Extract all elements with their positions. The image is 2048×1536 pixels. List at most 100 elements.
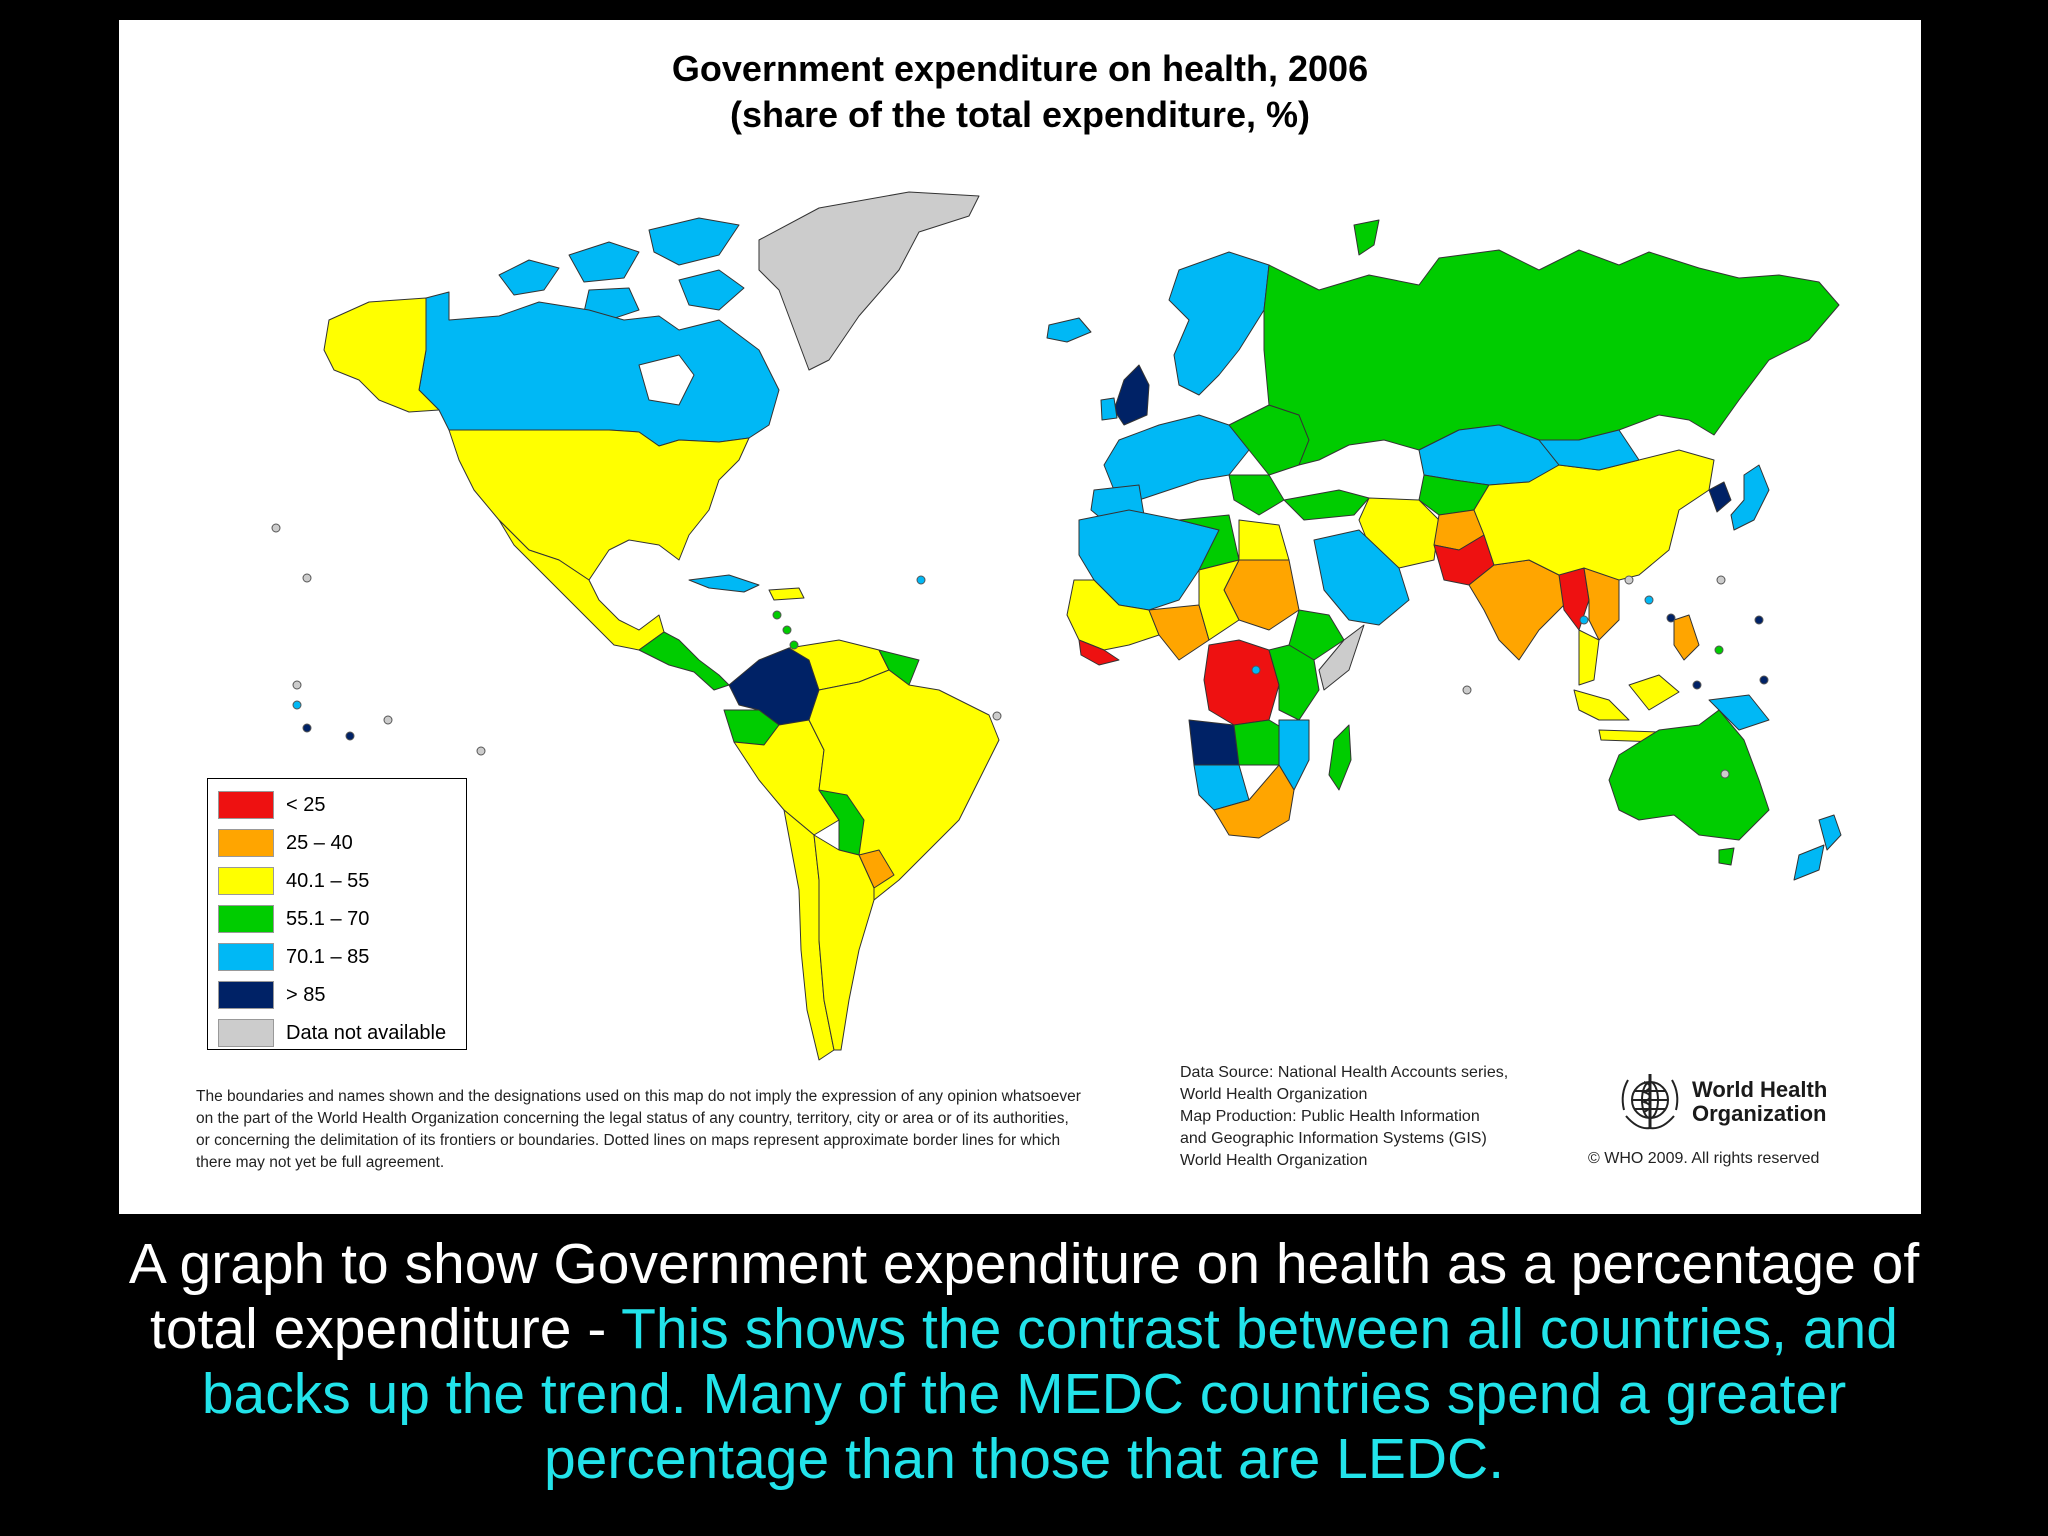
legend-swatch-40-55: [218, 867, 274, 895]
region-mongolia: [1538, 429, 1640, 471]
region-madagascar: [1328, 724, 1352, 791]
region-ethiopia: [1288, 609, 1345, 661]
region-novaya-zemlya: [1353, 219, 1380, 256]
region-tasmania: [1718, 847, 1735, 866]
region-nigeria: [1148, 604, 1210, 661]
region-philippines: [1673, 614, 1700, 661]
legend-swatch-lt25: [218, 791, 274, 819]
legend-swatch-gt85: [218, 981, 274, 1009]
disclaimer-line: on the part of the World Health Organiza…: [196, 1110, 1069, 1127]
region-australia: [1608, 709, 1770, 841]
island-dot-11: [1251, 665, 1261, 675]
region-egypt: [1238, 519, 1290, 561]
region-drc: [1203, 639, 1280, 726]
island-dot-13: [1579, 615, 1589, 625]
region-hispaniola: [768, 587, 805, 601]
island-dot-22: [1720, 769, 1730, 779]
data-source-line: World Health Organization: [1180, 1152, 1368, 1169]
region-mexico: [498, 519, 665, 651]
region-argentina: [813, 834, 875, 1051]
data-source-line: Map Production: Public Health Informatio…: [1180, 1108, 1480, 1125]
region-chad: [1198, 559, 1240, 641]
caption-line-3: backs up the trend. Many of the MEDC cou…: [0, 1362, 2048, 1427]
data-source-line: Data Source: National Health Accounts se…: [1180, 1064, 1509, 1081]
caption-white-text-2: total expenditure -: [150, 1297, 622, 1361]
region-korea: [1708, 481, 1732, 513]
legend-label-55-70: 55.1 – 70: [286, 908, 370, 930]
slide-caption: A graph to show Government expenditure o…: [0, 1232, 2048, 1492]
island-dot-12: [1462, 685, 1472, 695]
region-japan: [1730, 464, 1770, 531]
region-hudson-bay: [638, 354, 695, 406]
island-dot-14: [1624, 575, 1634, 585]
region-uk: [1113, 364, 1150, 426]
region-balkans: [1228, 474, 1285, 516]
island-dot-7: [383, 715, 393, 725]
region-myanmar: [1558, 567, 1590, 631]
world-map: [271, 191, 1842, 1061]
caption-highlight-text-2: This shows the contrast between all coun…: [621, 1297, 1898, 1361]
island-dot-21: [1759, 675, 1769, 685]
map-panel: Government expenditure on health, 2006 (…: [119, 20, 1921, 1214]
region-angola: [1188, 719, 1240, 766]
region-indochina: [1583, 567, 1620, 641]
legend-swatch-na: [218, 1019, 274, 1047]
island-dot-16: [1666, 613, 1676, 623]
region-usa: [448, 429, 750, 581]
region-ireland: [1100, 397, 1118, 421]
island-dot-15: [1644, 595, 1654, 605]
island-dot-4: [292, 700, 302, 710]
map-title: Government expenditure on health, 2006 (…: [119, 46, 1921, 138]
region-alaska: [323, 297, 440, 413]
region-central-america: [638, 631, 730, 691]
who-name-line1: World Health: [1692, 1077, 1828, 1102]
who-name-line2: Organization: [1692, 1101, 1827, 1126]
caption-line-1: A graph to show Government expenditure o…: [0, 1232, 2048, 1297]
region-arctic-islands-3: [648, 217, 740, 266]
island-dot-8: [476, 746, 486, 756]
data-source-line: World Health Organization: [1180, 1086, 1368, 1103]
legend-label-70-85: 70.1 – 85: [286, 946, 370, 968]
region-western-europe: [1103, 414, 1250, 501]
disclaimer-line: or concerning the delimitation of its fr…: [196, 1132, 1061, 1149]
region-cuba: [688, 574, 760, 593]
island-dot-19: [1714, 645, 1724, 655]
who-logo: World Health Organization: [1614, 1070, 1954, 1140]
region-saudi-arabia: [1313, 529, 1410, 626]
region-arctic-islands-2: [568, 241, 640, 283]
data-source: Data Source: National Health Accounts se…: [1180, 1062, 1560, 1172]
map-title-line1: Government expenditure on health, 2006: [671, 48, 1369, 89]
region-turkey: [1283, 489, 1370, 521]
island-dot-6: [345, 731, 355, 741]
island-dot-23: [772, 610, 782, 620]
region-east-africa: [1268, 644, 1320, 721]
region-new-zealand-south: [1793, 844, 1825, 881]
region-west-africa-red: [1078, 639, 1120, 666]
region-greenland: [758, 191, 980, 371]
region-eastern-europe: [1228, 404, 1310, 476]
legend-label-25-40: 25 – 40: [286, 832, 353, 854]
legend-label-40-55: 40.1 – 55: [286, 870, 370, 892]
data-source-line: and Geographic Information Systems (GIS): [1180, 1130, 1487, 1147]
island-dot-24: [782, 625, 792, 635]
legend-swatch-55-70: [218, 905, 274, 933]
map-title-line2: (share of the total expenditure, %): [729, 94, 1311, 135]
island-dot-3: [292, 680, 302, 690]
legend: < 25 25 – 40 40.1 – 55 55.1 – 70 70.1 – …: [207, 778, 467, 1050]
island-dot-25: [789, 640, 799, 650]
legend-swatch-25-40: [218, 829, 274, 857]
region-south-africa: [1213, 764, 1295, 839]
disclaimer-line: there may not yet be full agreement.: [196, 1154, 445, 1171]
region-png: [1708, 694, 1770, 731]
who-name: World Health Organization: [1692, 1078, 1827, 1126]
legend-swatch-70-85: [218, 943, 274, 971]
caption-highlight-text-3: backs up the trend. Many of the MEDC cou…: [201, 1362, 1847, 1426]
region-north-africa: [1078, 509, 1230, 611]
region-iceland: [1046, 317, 1092, 343]
region-indonesia-2: [1628, 674, 1680, 711]
region-arctic-islands-1: [498, 259, 560, 296]
island-dot-2: [302, 573, 312, 583]
island-dot-18: [1754, 615, 1764, 625]
region-arctic-islands-4: [678, 269, 745, 311]
region-mozambique: [1278, 719, 1310, 791]
